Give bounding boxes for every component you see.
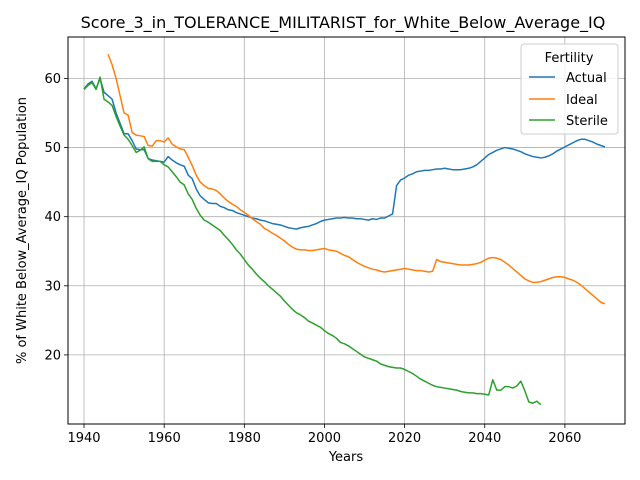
- legend: Fertility Actual Ideal Sterile: [520, 43, 619, 135]
- y-tick-label: 30: [44, 279, 61, 294]
- legend-label-actual: Actual: [566, 71, 607, 86]
- x-tick-label: 2000: [308, 431, 341, 446]
- x-tick-label: 1960: [148, 431, 181, 446]
- x-tick-label: 2020: [388, 431, 421, 446]
- series-lines: [83, 54, 606, 406]
- series-line-actual: [83, 77, 606, 230]
- x-tick-label: 1940: [67, 431, 100, 446]
- x-tick-label: 2040: [468, 431, 501, 446]
- chart-title: Score_3_in_TOLERANCE_MILITARIST_for_Whit…: [81, 13, 606, 33]
- y-tick-label: 20: [44, 348, 61, 363]
- legend-box: [520, 43, 619, 135]
- x-tick-label: 2060: [548, 431, 581, 446]
- x-axis-label: Years: [328, 450, 364, 465]
- legend-title: Fertility: [545, 51, 594, 66]
- legend-label-ideal: Ideal: [566, 93, 598, 108]
- y-axis-ticks: 20 30 40 50 60: [44, 72, 68, 363]
- plot-frame: [67, 36, 626, 425]
- x-tick-label: 1980: [228, 431, 261, 446]
- grid-lines: [68, 37, 625, 424]
- legend-label-sterile: Sterile: [566, 114, 608, 129]
- x-axis-ticks: 1940 1960 1980 2000 2020 2040 2060: [67, 424, 581, 446]
- y-tick-label: 50: [44, 141, 61, 156]
- series-line-ideal: [107, 54, 606, 305]
- y-axis-label: % of White Below_Average_IQ Population: [15, 97, 30, 364]
- y-tick-label: 60: [44, 72, 61, 87]
- series-line-sterile: [83, 76, 542, 406]
- y-tick-label: 40: [44, 210, 61, 225]
